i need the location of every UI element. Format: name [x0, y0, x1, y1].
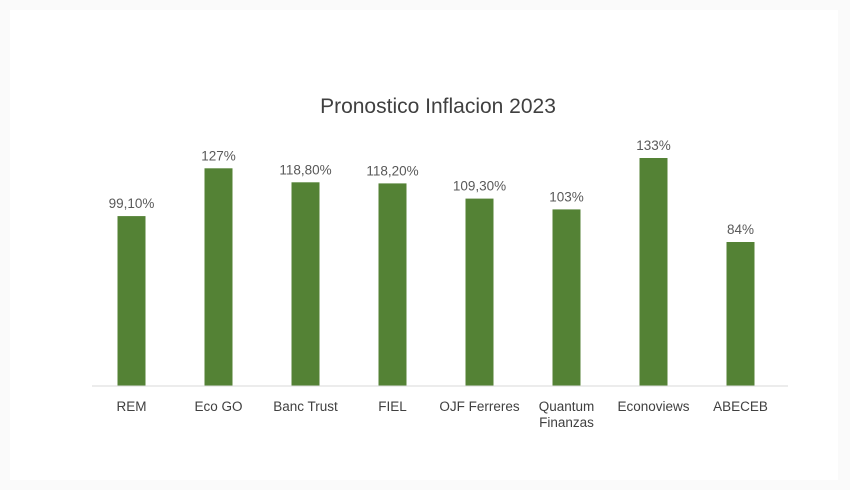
category-label: Quantum Finanzas [539, 399, 595, 430]
bar-econoviews [639, 158, 668, 386]
data-label: 118,80% [279, 162, 331, 177]
data-label: 103% [549, 189, 584, 204]
data-label: 84% [727, 222, 754, 237]
category-label-line: Banc Trust [273, 399, 338, 414]
category-label: OJF Ferreres [439, 399, 520, 414]
bar-rem [117, 216, 146, 386]
category-label-line: ABECEB [713, 399, 768, 414]
bar-eco-go [204, 168, 233, 386]
bars-group [117, 158, 755, 386]
chart-title: Pronostico Inflacion 2023 [320, 95, 556, 118]
chart-area-background [10, 10, 838, 480]
category-labels-group: REM Eco GO Banc Trust FIEL OJF Ferreres Quant… [117, 399, 768, 430]
category-label-line: Eco GO [194, 399, 242, 414]
category-label-line: REM [117, 399, 147, 414]
data-labels-group: 99,10% 127% 118,80% 118,20% 109,30% 103% 133% 8… [109, 138, 754, 237]
category-label-line: OJF Ferreres [439, 399, 520, 414]
category-label-line: FIEL [378, 399, 407, 414]
bar-quantum-finanzas [552, 209, 581, 386]
bar-abeceb [726, 242, 755, 386]
data-label: 118,20% [366, 163, 418, 178]
bar-banc-trust [291, 182, 320, 386]
category-label: ABECEB [713, 399, 768, 414]
bar-ojf-ferreres [465, 198, 494, 386]
data-label: 133% [636, 138, 671, 153]
category-label: Eco GO [194, 399, 242, 414]
category-label: Econoviews [617, 399, 689, 414]
category-label-line: Finanzas [539, 415, 594, 430]
data-label: 109,30% [453, 179, 506, 194]
data-label: 127% [201, 148, 236, 163]
category-label: FIEL [378, 399, 407, 414]
bar-fiel [378, 183, 407, 386]
category-label-line: Quantum [539, 399, 595, 414]
category-label-line: Econoviews [617, 399, 689, 414]
category-label: REM [117, 399, 147, 414]
category-label: Banc Trust [273, 399, 338, 414]
data-label: 99,10% [109, 196, 155, 211]
